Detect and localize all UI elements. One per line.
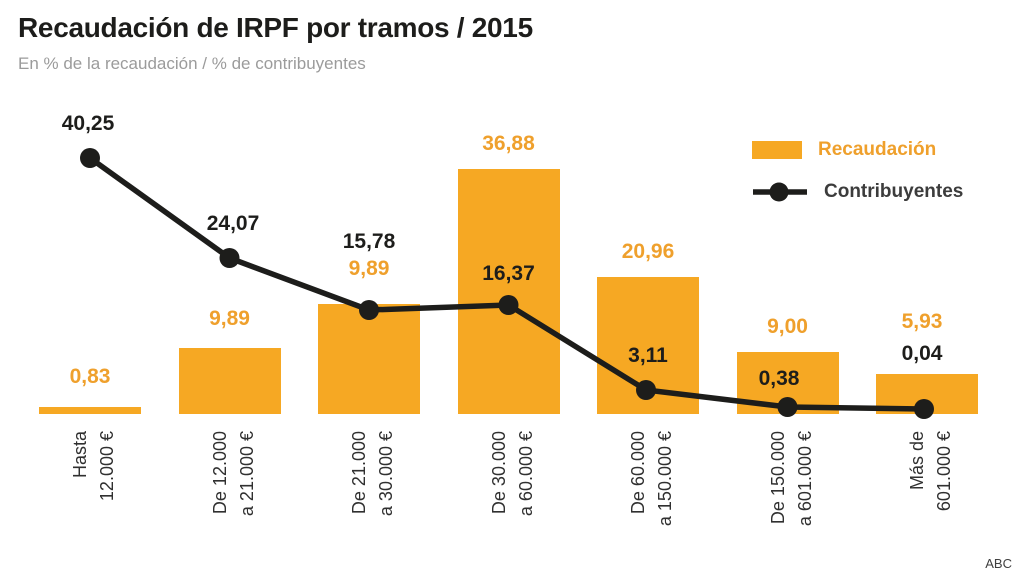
bar-value-label: 0,83 — [69, 365, 111, 388]
x-axis-label: De 150.000 a 601.000 € — [767, 431, 815, 527]
legend-label-recaudacion: Recaudación — [818, 139, 937, 160]
line-value-label: 3,11 — [628, 344, 668, 367]
x-axis-label: De 21.000 a 30.000 € — [349, 431, 396, 517]
credit: ABC — [985, 556, 1012, 571]
legend-item-recaudacion: Recaudación — [752, 138, 992, 162]
legend-item-contribuyentes: Contribuyentes — [752, 180, 992, 204]
line-value-label: 24,07 — [206, 212, 260, 235]
bar-value-label: 20,96 — [621, 240, 675, 263]
bar-recaudacion — [178, 348, 281, 414]
bar-value-label: 9,89 — [348, 257, 390, 280]
data-point-dot — [777, 397, 798, 417]
bar-value-label: 9,00 — [767, 315, 808, 338]
x-axis-label: Hasta 12.000 € — [70, 431, 117, 502]
x-axis-label: De 12.000 a 21.000 € — [209, 431, 257, 517]
line-value-label: 0,38 — [758, 367, 800, 390]
line-value-label: 0,04 — [901, 342, 943, 365]
line-value-label: 15,78 — [342, 230, 396, 253]
bar-recaudacion — [39, 407, 141, 414]
data-point-dot — [636, 380, 656, 400]
x-axis-label: Más de 601.000 € — [907, 431, 954, 512]
x-axis-label: De 60.000 a 150.000 € — [628, 431, 675, 527]
bar-value-label: 5,93 — [901, 310, 943, 333]
legend-label-contribuyentes: Contribuyentes — [824, 181, 964, 202]
legend: Recaudación Contribuyentes — [752, 138, 992, 222]
line-value-label: 16,37 — [482, 262, 535, 285]
bar-value-label: 9,89 — [209, 307, 250, 330]
bar-swatch-icon — [752, 141, 802, 159]
data-point-dot — [80, 148, 100, 168]
data-point-dot — [914, 399, 934, 419]
x-axis-label: De 30.000 a 60.000 € — [488, 431, 536, 517]
page-subtitle: En % de la recaudación / % de contribuye… — [18, 54, 366, 73]
data-point-dot — [498, 295, 519, 315]
data-point-dot — [359, 300, 379, 320]
line-dot-icon — [753, 182, 807, 202]
line-value-label: 40,25 — [61, 112, 115, 135]
bar-value-label: 36,88 — [482, 132, 535, 155]
bar-recaudacion — [318, 304, 420, 414]
data-point-dot — [219, 248, 240, 268]
page-title: Recaudación de IRPF por tramos / 2015 — [18, 12, 533, 43]
bar-recaudacion — [457, 169, 560, 414]
